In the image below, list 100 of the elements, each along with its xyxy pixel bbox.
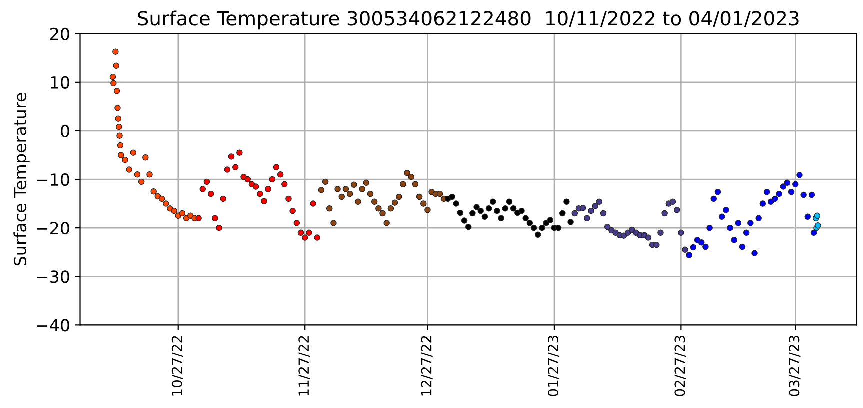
point	[690, 244, 697, 251]
y-tick-label: 0	[61, 124, 70, 138]
y-tick-label: −20	[37, 222, 70, 235]
point	[478, 208, 484, 214]
point	[522, 215, 529, 222]
point	[113, 62, 120, 70]
point	[518, 208, 525, 214]
point	[760, 200, 766, 207]
point	[780, 184, 787, 190]
point	[752, 250, 758, 256]
point	[628, 226, 636, 234]
point	[564, 198, 570, 205]
point	[286, 196, 292, 202]
point	[392, 200, 398, 206]
point	[502, 206, 509, 212]
point	[118, 152, 124, 158]
point	[355, 198, 362, 205]
point	[412, 181, 419, 188]
point	[534, 232, 542, 238]
point	[494, 208, 500, 214]
point	[117, 142, 124, 149]
point	[236, 150, 243, 156]
point	[792, 181, 799, 188]
point	[449, 194, 456, 200]
point	[216, 224, 222, 232]
point	[723, 206, 730, 214]
point	[122, 156, 128, 164]
point	[294, 220, 300, 226]
point	[674, 206, 680, 214]
x-tick-label: 11/27/22	[298, 336, 310, 396]
point	[604, 224, 611, 230]
point	[543, 220, 550, 226]
point	[662, 210, 668, 217]
point	[678, 230, 684, 236]
point	[498, 215, 504, 222]
chart-title: Surface Temperature 300534062122480 10/11/2022 to 04/01/2023	[138, 10, 799, 30]
point	[265, 186, 272, 192]
point	[654, 242, 660, 248]
point	[338, 194, 346, 200]
point	[735, 220, 742, 226]
point	[314, 234, 320, 241]
point	[743, 230, 750, 236]
point	[114, 105, 121, 112]
point	[116, 124, 122, 130]
point	[706, 224, 713, 232]
point	[273, 164, 280, 171]
point	[814, 222, 822, 229]
point	[465, 224, 472, 230]
point	[200, 186, 206, 192]
point	[526, 220, 534, 226]
point	[686, 252, 692, 258]
point	[416, 194, 423, 200]
point	[596, 198, 603, 205]
point	[224, 166, 231, 173]
point	[257, 190, 264, 198]
point	[244, 176, 251, 183]
x-tick-label: 02/27/23	[674, 336, 686, 396]
point	[800, 192, 807, 198]
y-tick-label: 10	[51, 76, 70, 89]
point	[220, 196, 226, 202]
point	[318, 187, 325, 194]
point	[457, 210, 464, 216]
point	[624, 230, 632, 236]
point	[351, 182, 358, 188]
point	[670, 198, 676, 205]
point	[371, 198, 378, 205]
point	[298, 230, 304, 236]
point	[584, 215, 590, 222]
point	[196, 215, 202, 222]
point	[126, 166, 132, 173]
point	[588, 208, 594, 214]
point	[772, 196, 778, 202]
point	[580, 205, 586, 212]
point	[810, 230, 818, 236]
point	[461, 218, 468, 224]
point	[110, 80, 117, 87]
point	[748, 220, 754, 226]
point	[718, 214, 726, 220]
point	[710, 196, 718, 202]
y-tick-label: 20	[50, 28, 70, 40]
point	[408, 174, 415, 180]
point	[474, 204, 480, 210]
point	[342, 186, 350, 192]
point	[204, 178, 210, 186]
point	[142, 154, 149, 161]
point	[539, 224, 546, 232]
point	[555, 224, 562, 232]
point	[788, 189, 795, 196]
point	[115, 116, 122, 122]
point	[804, 214, 812, 220]
point	[572, 210, 578, 217]
point	[228, 154, 235, 160]
point	[739, 244, 746, 250]
point	[702, 244, 709, 250]
point	[388, 206, 394, 212]
point	[600, 210, 607, 217]
point	[114, 88, 120, 94]
point	[269, 176, 276, 183]
x-tick-label: 01/27/23	[548, 336, 560, 396]
point	[150, 188, 157, 195]
